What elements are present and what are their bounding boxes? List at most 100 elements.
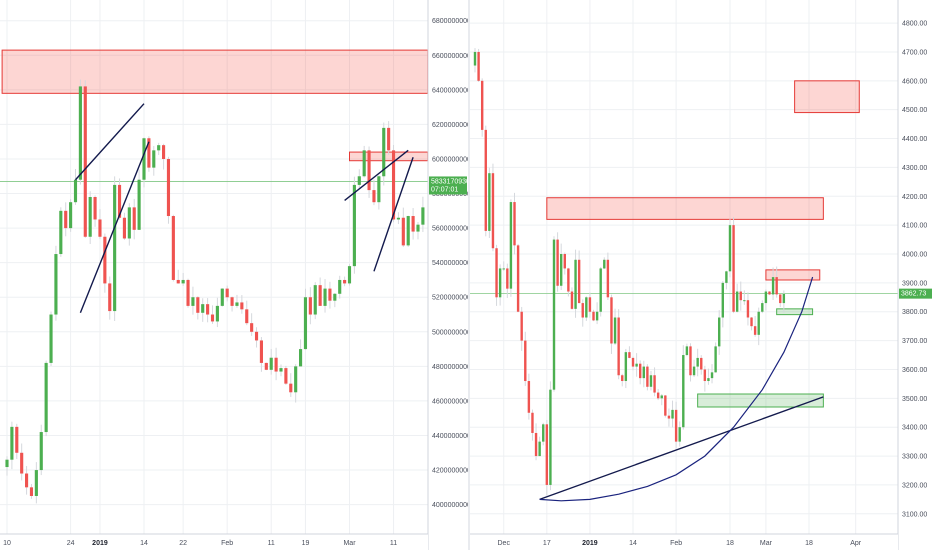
candle [132,198,136,240]
candle [642,360,645,388]
candle-body [411,216,415,232]
candle [635,353,638,377]
candle-body [362,150,366,177]
candle-body [639,363,642,379]
candle [162,143,166,170]
candle-body [660,395,663,399]
trend-line [539,396,824,501]
candle-body [166,158,171,217]
candle-body [692,366,696,376]
chart-left[interactable]: 6800000000 6600000000 6400000000 6200000000… [0,0,468,550]
candle-body [328,288,332,301]
candle-body [631,357,635,367]
candle [574,249,577,318]
candle [73,169,78,205]
price-tick-label: 4800000000 [432,364,468,371]
candle-body [186,279,190,306]
candle [274,347,278,381]
candle-body [391,150,396,220]
candle-body [274,357,278,372]
candle-body [5,459,9,468]
candle-body [210,314,215,322]
candle-body [703,369,707,382]
candle [660,393,663,406]
candle [728,218,732,278]
time-tick-label: Mar [760,540,773,547]
candle-body [746,300,750,318]
candle-body [480,80,484,130]
chart-right[interactable]: 4800.00 4700.00 4600.00 4500.00 4400.00 4300.… [470,0,932,550]
candle [667,408,671,427]
candle-body [473,51,477,66]
chart-left-svg[interactable]: 6800000000 6600000000 6400000000 6200000000… [0,0,468,550]
candle [245,300,249,326]
candle [559,243,563,291]
candle-body [610,297,613,344]
candle [113,176,117,322]
chart-right-svg[interactable]: 4800.00 4700.00 4600.00 4500.00 4400.00 4300.… [470,0,932,550]
candle-body [289,383,293,393]
candle [649,371,653,391]
candle [108,276,112,320]
candle-body [621,375,624,382]
candle-body [377,176,381,203]
candle [147,136,151,172]
candle-body [646,366,649,387]
candle-body [570,291,574,309]
time-axis-ticks: Dec 17 2019 14 Feb 18 Mar 18 Apr [498,540,862,547]
candle-body [549,389,552,485]
candle [240,295,244,314]
candle [34,462,38,504]
candle [732,216,735,314]
candle-body [44,362,48,433]
candle-body [613,317,617,344]
candle-body [323,288,327,306]
candle [491,163,495,252]
candle-body [502,268,505,270]
candle-body [29,487,34,496]
time-tick-label: 18 [726,540,734,547]
candle [49,311,53,367]
candle [588,292,592,318]
demand-zone [697,393,824,408]
candle-body [137,179,141,230]
candle [581,299,584,327]
price-axis-ticks: 6800000000 6600000000 6400000000 6200000000… [432,18,468,509]
candle [206,298,210,323]
candle [624,348,628,389]
candle [538,436,541,457]
supply-zone [1,49,429,94]
candle [377,175,381,210]
countdown-label: 07:07:01 [431,186,458,193]
candle [613,308,617,345]
candle [639,360,642,385]
candle-body [771,277,775,295]
candle-body [764,291,768,304]
candle-body [343,279,347,284]
price-tick-label: 4400.00 [902,136,927,143]
candle [599,267,602,317]
candle [5,456,9,476]
candle [577,250,581,304]
candle [347,264,352,286]
pane-divider[interactable] [468,0,470,550]
candle-body [338,279,342,294]
last-price-label: 3862.73 [901,291,926,298]
candle [157,142,161,155]
candle [524,331,527,386]
candle [603,257,606,270]
price-tick-label: 4600.00 [902,78,927,85]
candle [761,300,764,314]
candle-body [54,254,58,315]
candle-body [775,277,778,295]
last-price-label: 5833170930308 [431,178,468,185]
candle-body [617,317,620,376]
candle-body [606,259,610,298]
zones [1,49,429,162]
candle [570,287,574,310]
candle [93,195,97,227]
candle [372,179,376,206]
candle [513,192,516,255]
candle-body [191,297,195,306]
candle [703,365,707,392]
